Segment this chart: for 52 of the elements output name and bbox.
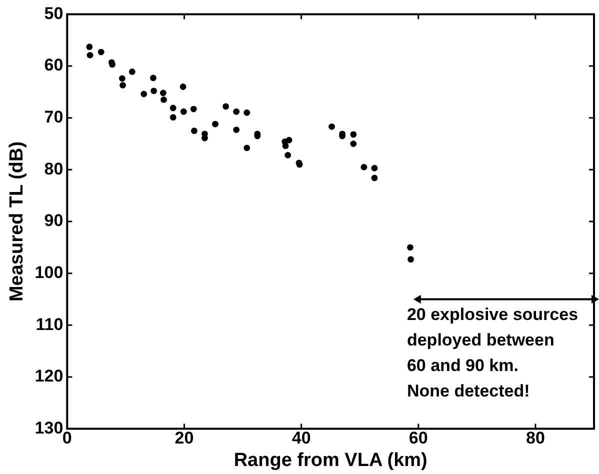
point (371, 164, 378, 172)
point (160, 90, 166, 96)
y-tick-label: 120 (34, 366, 64, 386)
point (180, 108, 187, 115)
point (408, 256, 414, 263)
point (202, 134, 208, 142)
point (360, 164, 368, 170)
point (244, 109, 250, 116)
y-tick-label: 130 (34, 418, 64, 438)
point (170, 114, 176, 121)
y-tick-label: 50 (44, 4, 64, 23)
point (350, 131, 357, 138)
y-tick-label: 70 (44, 108, 64, 127)
point (140, 90, 148, 98)
point (286, 136, 292, 144)
point (222, 103, 229, 110)
point (282, 142, 289, 150)
annotation: 20 explosive sources deployed between 60 and 90 km. None detected! (406, 304, 578, 400)
point (120, 82, 126, 88)
point (212, 120, 218, 128)
point (86, 44, 93, 50)
x-tick-label: 0 (62, 428, 72, 448)
point (244, 144, 250, 152)
point (284, 152, 292, 158)
point (190, 106, 197, 112)
point (86, 52, 94, 58)
point (233, 108, 240, 115)
point (160, 96, 167, 103)
x-tick-label: 80 (526, 428, 545, 448)
point (128, 68, 136, 75)
point (180, 84, 186, 90)
point (350, 140, 357, 147)
point (170, 104, 176, 112)
y-tick-label: 100 (34, 263, 64, 282)
y-tick-label: 90 (44, 211, 64, 230)
point (150, 74, 156, 82)
y-tick-label: 80 (44, 159, 64, 178)
y-tick-label: 110 (36, 314, 64, 334)
point (406, 244, 414, 251)
point (98, 48, 104, 56)
x-tick-label: 40 (292, 428, 311, 448)
point (118, 75, 126, 82)
x-tick-label: 20 (174, 428, 194, 448)
point (371, 174, 378, 182)
point (328, 123, 335, 130)
y-axis-title: Measured TL (dB) (6, 141, 28, 302)
point (190, 128, 198, 134)
y-tick-label: 60 (44, 56, 64, 75)
point (233, 126, 240, 133)
point (150, 88, 157, 94)
x-axis-title: Range from VLA (km) (234, 450, 428, 471)
x-tick-label: 60 (408, 428, 428, 448)
